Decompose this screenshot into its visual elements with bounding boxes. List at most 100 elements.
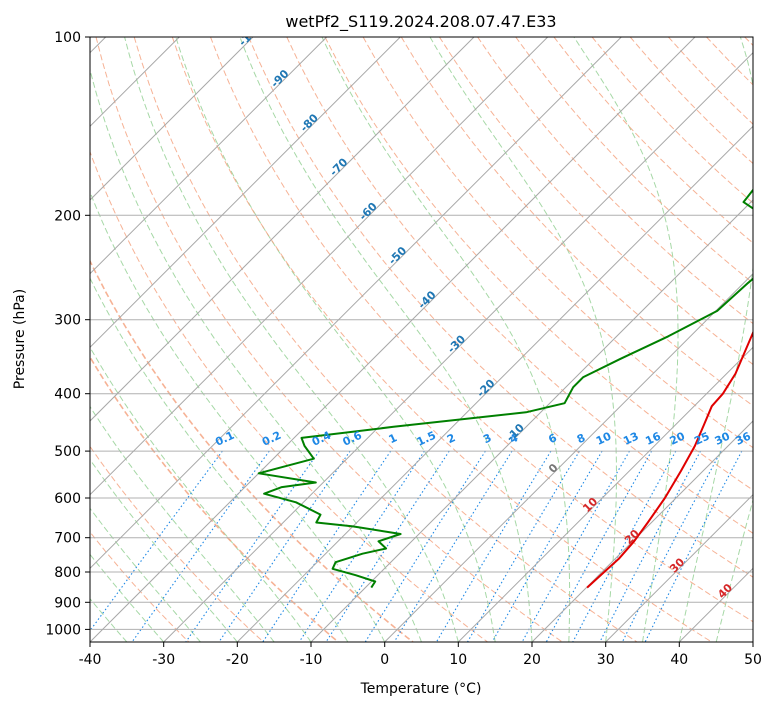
y-tick-label: 900 [54,595,81,611]
moist-adiabat-line [90,597,128,642]
y-tick-label: 300 [54,313,81,329]
isotherm-gridline [90,37,401,349]
moist-adiabat-line [90,405,275,642]
y-tick-label: 600 [54,491,81,507]
x-tick-label: -10 [300,652,323,668]
moist-adiabat-line [752,640,753,642]
isotherm-gridline [163,51,753,642]
dry-adiabat-label: 40 [715,581,735,601]
mixing-ratio-line [325,450,450,642]
dry-adiabat-label: -70 [327,155,350,178]
isotherm-gridline [236,125,753,642]
mixing-ratio-label: 16 [643,429,663,447]
x-tick-label: 30 [597,652,615,668]
mixing-ratio-line [572,450,677,642]
moist-adiabat-line [90,507,201,642]
x-tick-label: -20 [226,652,249,668]
dry-adiabat-label: -80 [298,111,321,134]
dry-adiabat-line [95,37,563,642]
dewpoint-profile-line [257,188,753,589]
moist-adiabat-line [573,37,679,642]
dry-adiabat-line [210,37,753,623]
chart-title: wetPf2_S119.2024.208.07.47.E33 [285,12,556,32]
x-tick-label: 20 [523,652,541,668]
mixing-ratio-line [185,450,320,642]
isotherm-gridline [384,272,753,642]
dry-adiabat-label: -10 [504,421,527,444]
isotherm-gridlines [90,37,753,642]
isotherm-gridline [90,37,328,275]
y-tick-label: 700 [54,531,81,547]
profile-lines [257,188,753,589]
moist-adiabats [90,37,753,642]
isotherm-gridline [90,37,696,642]
isotherm-gridline [90,37,254,201]
mixing-ratio-label: 3 [481,431,493,446]
x-tick-label: -40 [79,652,102,668]
dry-adiabat-line [362,37,753,449]
mixing-ratio-line [435,450,552,642]
moist-adiabat-line [239,37,533,642]
plot-area: 0.1 0.2 0.4 0.6 1 1.5 2 3 4 6 8 10 13 16 20 25 30 36-100-… [90,20,753,642]
dry-adiabat-line [133,37,638,642]
dry-adiabat-label: -40 [415,288,438,311]
dry-adiabat-line [400,37,753,407]
mixing-ratio-label: 30 [713,429,733,447]
mixing-ratio-line [491,450,603,642]
mixing-ratio-line [467,450,580,642]
mixing-ratio-label: 8 [575,431,587,446]
mixing-ratio-label: 25 [692,430,711,448]
dry-adiabat-label: -30 [445,332,468,355]
isotherm-gridline [531,420,753,642]
dry-adiabats [90,37,753,642]
dry-adiabat-label: 20 [622,527,642,547]
y-tick-label: 800 [54,565,81,581]
dry-adiabat-label: -100 [236,20,265,49]
moist-adiabat-line [90,277,349,642]
mixing-ratio-line [644,450,743,642]
mixing-ratio-label: 10 [594,429,614,447]
x-tick-label: -30 [152,652,175,668]
mixing-ratio-label: 0.2 [260,429,283,449]
x-axis-label: Temperature (°C) [360,681,482,697]
y-tick-label: 500 [54,444,81,460]
dry-adiabat-label: -90 [268,67,291,90]
isotherm-gridline [90,37,549,496]
moist-adiabat-line [124,37,459,642]
y-tick-label: 1000 [45,622,81,638]
mixing-ratio-line [218,450,351,642]
x-tick-label: 0 [380,652,389,668]
mixing-ratio-label: 6 [546,431,559,446]
dry-adiabat-line [286,37,753,534]
isotherm-gridline [605,493,753,642]
mixing-ratio-label: 0.4 [310,429,333,449]
dry-adiabat-line [90,355,339,642]
dry-adiabat-line [248,37,753,578]
isotherm-gridline [457,346,753,642]
y-axis-ticks: 100 200 300 400 500 600 700 800 900 1000 [45,30,90,638]
mixing-ratio-line [621,450,722,642]
moist-adiabat-line [429,37,617,642]
dry-adiabat-line [706,37,753,86]
moist-adiabat-line [175,37,496,642]
temperature-profile-line [586,330,753,589]
dry-adiabat-label: -60 [357,200,380,223]
mixing-ratio-line [90,450,223,632]
dry-adiabat-line [668,37,753,125]
x-axis-ticks: -40 -30 -20 -10 0 10 20 30 40 50 [79,642,762,668]
y-tick-label: 100 [54,30,81,46]
isobar-gridlines [90,37,753,630]
x-tick-label: 40 [670,652,688,668]
isotherm-gridline [90,37,475,422]
mixing-ratio-label: 20 [668,429,688,447]
mixing-ratio-label: 0.1 [213,429,236,449]
y-tick-label: 200 [54,208,81,224]
moist-adiabat-line [90,67,422,642]
mixing-ratio-label: 1 [387,431,399,446]
moist-adiabat-line [678,37,753,642]
isotherm-gridline [90,37,622,570]
mixing-ratio-line [298,450,425,642]
mixing-ratio-label: 36 [733,429,753,447]
dry-adiabat-line [90,259,414,642]
